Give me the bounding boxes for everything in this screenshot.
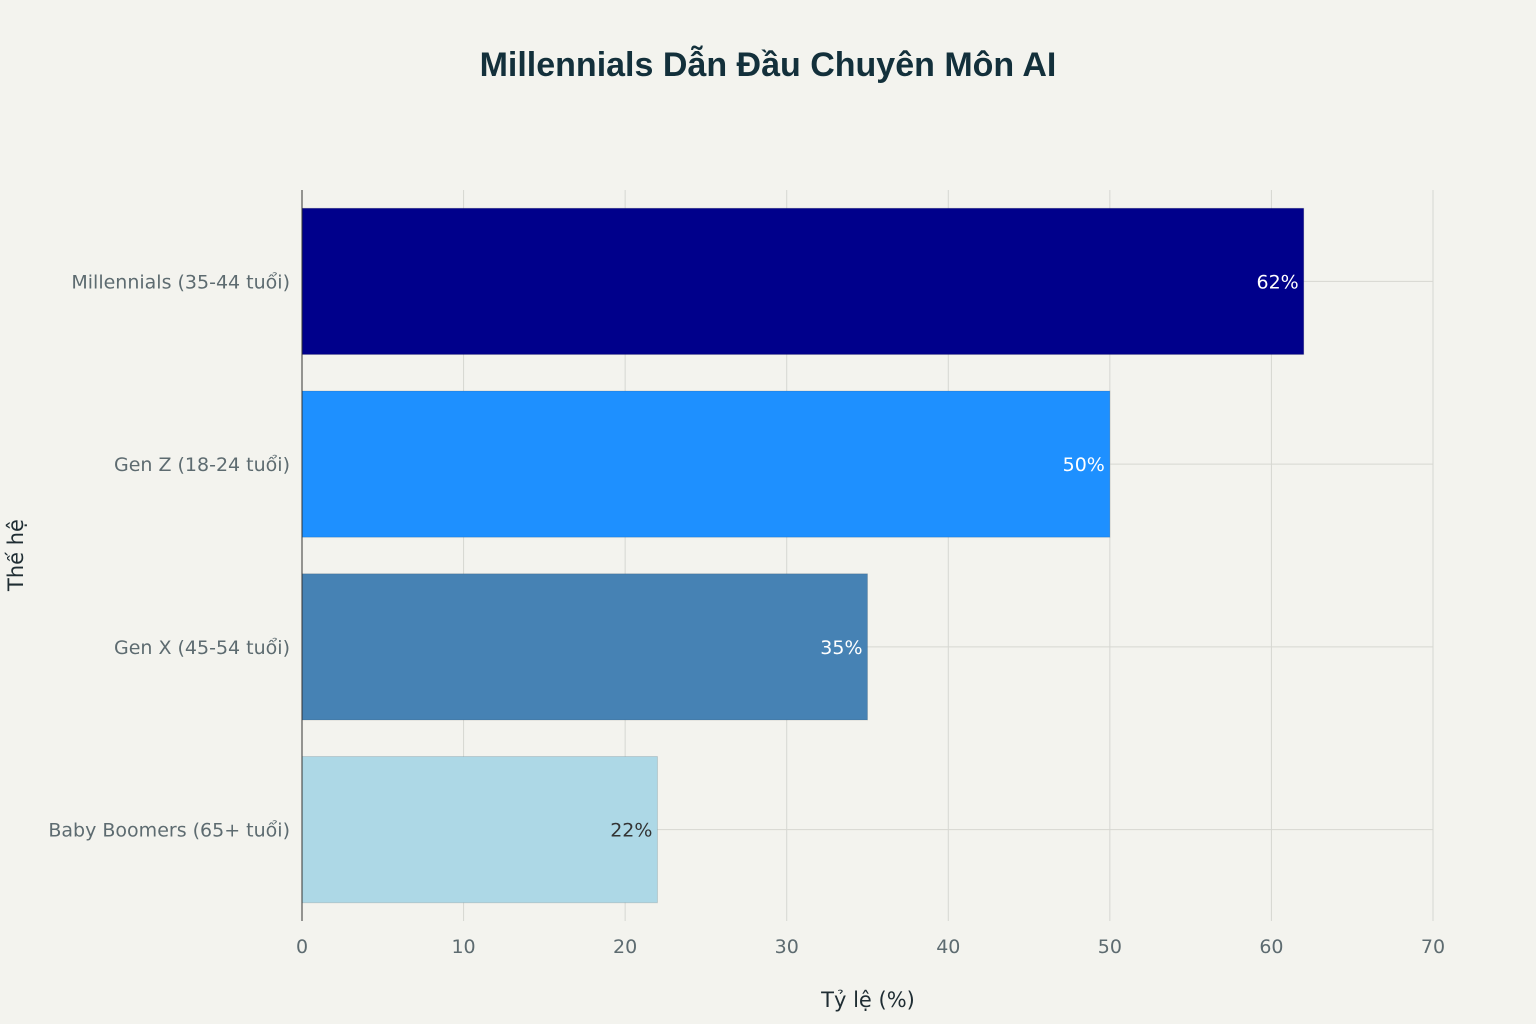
x-tick-label: 50 xyxy=(1098,936,1122,958)
bar xyxy=(301,390,1111,538)
axis-layer: 0 10 20 30 40 50 60 70 Millennials (35-44 tuổi) G… xyxy=(48,190,1445,958)
bar-layer xyxy=(301,207,1305,904)
x-tick-label: 30 xyxy=(775,936,799,958)
x-tick-label: 60 xyxy=(1259,936,1283,958)
y-tick-label: Gen Z (18-24 tuổi) xyxy=(114,454,290,476)
bar-data-label: 35% xyxy=(820,637,862,659)
y-tick-label: Baby Boomers (65+ tuổi) xyxy=(48,820,290,842)
x-tick-label: 10 xyxy=(451,936,475,958)
x-tick-label: 0 xyxy=(296,936,308,958)
x-axis-title: Tỷ lệ (%) xyxy=(820,988,915,1012)
bar xyxy=(301,573,868,721)
y-axis-title: Thế hệ xyxy=(4,519,28,592)
bar xyxy=(301,207,1305,355)
chart-title: Millennials Dẫn Đầu Chuyên Môn AI xyxy=(480,46,1057,84)
bar xyxy=(301,756,658,904)
bar-data-label: 62% xyxy=(1257,271,1299,293)
x-tick-label: 70 xyxy=(1421,936,1445,958)
y-tick-label: Millennials (35-44 tuổi) xyxy=(71,271,290,293)
label-layer: 62% 50% 35% 22% xyxy=(610,271,1299,841)
bar-data-label: 50% xyxy=(1063,454,1105,476)
x-tick-label: 20 xyxy=(613,936,637,958)
x-tick-label: 40 xyxy=(936,936,960,958)
y-tick-label: Gen X (45-54 tuổi) xyxy=(114,637,290,659)
bar-data-label: 22% xyxy=(610,820,652,842)
